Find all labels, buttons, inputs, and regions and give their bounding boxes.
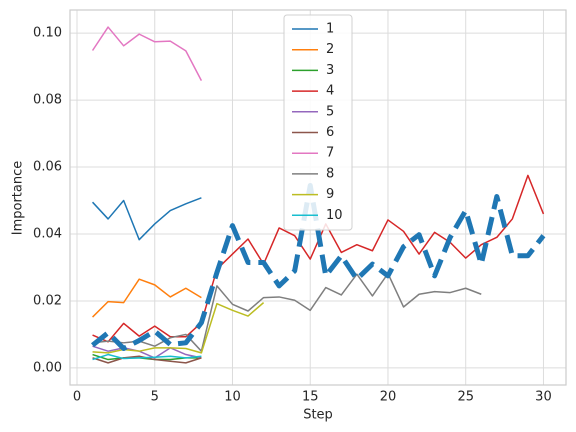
legend-label: 9 (326, 187, 334, 202)
legend-label: 10 (326, 208, 343, 223)
legend-label: 3 (326, 63, 334, 78)
x-tick-label: 25 (457, 390, 474, 405)
legend-label: 5 (326, 104, 334, 119)
y-tick-label: 0.00 (33, 360, 62, 375)
x-tick-label: 5 (151, 390, 159, 405)
legend-label: 1 (326, 22, 334, 37)
y-tick-label: 0.02 (33, 293, 62, 308)
x-tick-label: 15 (302, 390, 319, 405)
y-tick-label: 0.10 (33, 26, 62, 41)
plot-frame (69, 9, 567, 386)
x-tick-label: 20 (380, 390, 397, 405)
series-line (92, 302, 265, 354)
x-tick-label: 0 (73, 390, 81, 405)
legend-frame (283, 14, 353, 231)
series-line (92, 197, 202, 241)
x-tick-label: 30 (535, 390, 552, 405)
legend-label: 2 (326, 42, 334, 57)
y-tick-label: 0.06 (33, 160, 62, 175)
series-line (92, 345, 202, 359)
series-line (92, 278, 202, 318)
x-tick-label: 10 (224, 390, 241, 405)
legend: 1 2 3 4 5 6 7 8 9 10 (283, 14, 353, 231)
legend-label: 8 (326, 166, 334, 181)
y-tick-label: 0.08 (33, 93, 62, 108)
series-line (92, 272, 482, 352)
y-tick-label: 0.04 (33, 226, 62, 241)
lines (90, 26, 546, 364)
series-line (92, 353, 202, 361)
series-line (91, 26, 203, 81)
y-axis-label: Importance (11, 161, 26, 236)
legend-label: 6 (326, 125, 334, 140)
legend-label: 4 (326, 84, 334, 99)
legend-label: 7 (326, 146, 334, 161)
series-line (90, 182, 546, 351)
x-axis-label: Step (303, 408, 333, 423)
